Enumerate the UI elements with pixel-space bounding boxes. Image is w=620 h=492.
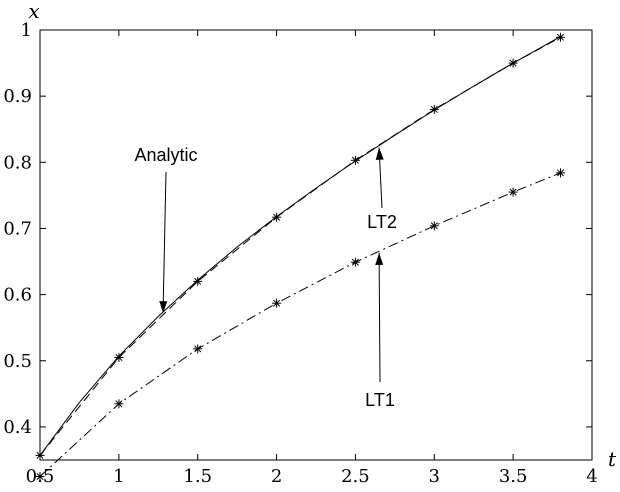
x-tick-label: 4 <box>586 466 597 487</box>
annotation-label-lt2: LT2 <box>367 212 397 232</box>
data-point-lt2 <box>556 32 565 42</box>
annotation-arrow-lt1 <box>378 252 381 383</box>
data-point-lt1 <box>114 399 124 409</box>
y-tick-label: 0.4 <box>3 417 32 438</box>
annotation-label-lt1: LT1 <box>365 390 395 410</box>
data-point-lt1 <box>429 221 439 231</box>
data-point-lt1 <box>35 472 45 481</box>
data-point-lt2 <box>272 212 282 222</box>
series-line-analytic <box>39 36 561 456</box>
data-point-lt1 <box>350 257 360 267</box>
annotation-arrow-analytic <box>162 171 167 314</box>
series-group <box>39 36 561 477</box>
x-axis-label: t <box>608 447 617 471</box>
y-tick-label: 0.9 <box>3 86 32 107</box>
series-line-lt1 <box>39 172 561 477</box>
annotations-group: Analytic LT2 LT1 <box>134 145 396 410</box>
data-point-lt2 <box>193 276 203 286</box>
arrowhead-icon <box>375 252 384 265</box>
data-point-lt1 <box>556 168 565 178</box>
x-tick-label: 1.5 <box>183 466 212 487</box>
series-line-lt2 <box>39 36 561 456</box>
y-tick-label: 1 <box>21 20 32 41</box>
y-tick-label: 0.5 <box>3 351 32 372</box>
arrowhead-icon <box>159 301 168 314</box>
arrowhead-icon <box>375 147 384 160</box>
data-point-lt2 <box>114 353 124 362</box>
data-point-lt1 <box>193 344 203 354</box>
data-point-lt2 <box>350 155 360 165</box>
x-tick-label: 1 <box>113 466 124 487</box>
data-point-lt2 <box>508 58 518 68</box>
data-point-lt2 <box>35 450 45 460</box>
x-tick-label: 2.5 <box>341 466 370 487</box>
plot-frame <box>39 29 593 461</box>
annotation-label-analytic: Analytic <box>134 145 197 165</box>
data-point-lt2 <box>429 104 439 114</box>
y-axis-label: x <box>28 0 39 23</box>
y-tick-label: 0.8 <box>3 152 32 173</box>
y-tick-label: 0.6 <box>3 285 32 306</box>
data-point-lt1 <box>508 187 518 197</box>
x-tick-label: 3 <box>429 466 440 487</box>
y-tick-label: 0.7 <box>3 218 32 239</box>
x-tick-label: 3.5 <box>499 466 528 487</box>
x-tick-label: 2 <box>271 466 282 487</box>
data-point-lt1 <box>272 298 282 308</box>
markers-group <box>35 32 565 481</box>
